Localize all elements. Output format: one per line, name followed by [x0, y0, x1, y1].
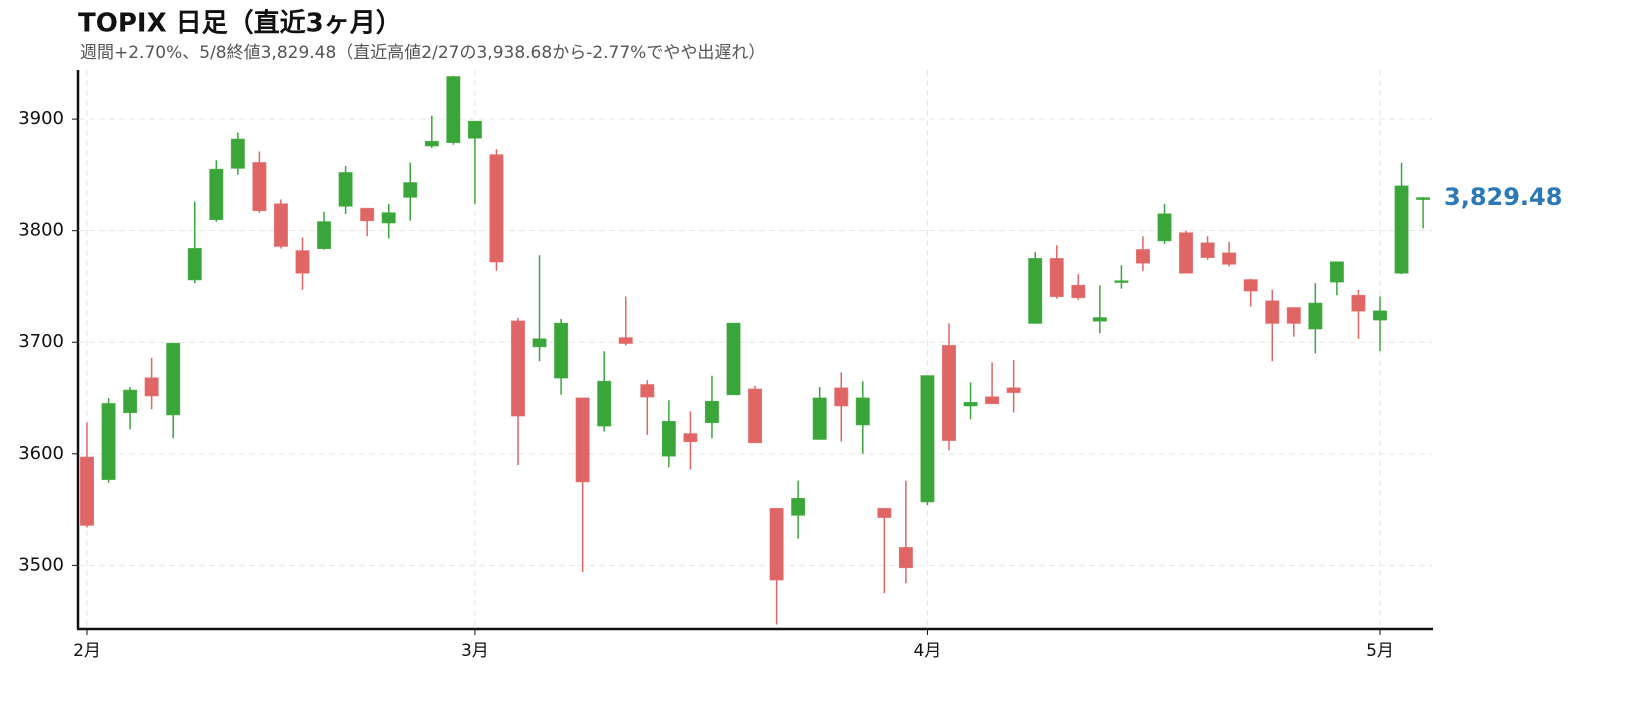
candle-body	[1114, 280, 1129, 283]
candle-body	[1135, 249, 1150, 264]
candle-body	[187, 248, 202, 281]
candle-body	[144, 377, 159, 397]
candle-body	[942, 345, 956, 441]
candle-body	[704, 400, 719, 424]
candle-body	[554, 322, 569, 379]
chart-subtitle: 週間+2.70%、5/8終値3,829.48（直近高値2/27の3,938.68…	[80, 43, 765, 63]
chart-title: TOPIX 日足（直近3ヶ月）	[78, 9, 402, 39]
x-tick-label: 2月	[73, 641, 101, 661]
candle-body	[273, 203, 288, 247]
candle-body	[1179, 232, 1194, 274]
candle-body	[834, 387, 849, 407]
candle-body	[575, 397, 590, 483]
candle-body	[1006, 387, 1021, 393]
candle-body	[1351, 294, 1366, 312]
candle-body	[1394, 185, 1409, 274]
candle-body	[123, 389, 138, 414]
candle-body	[381, 212, 396, 224]
candle-body	[791, 497, 806, 516]
candle-body	[338, 172, 353, 207]
candle-body	[1049, 258, 1064, 298]
candle-body	[1329, 261, 1344, 283]
candle-body	[963, 401, 978, 407]
candle-body	[403, 182, 418, 198]
candle-body	[769, 507, 784, 581]
candle-body	[1028, 258, 1043, 324]
candle-body	[1265, 300, 1280, 324]
candle-body	[1243, 279, 1258, 292]
x-tick-label: 4月	[914, 641, 942, 661]
candle-body	[1416, 197, 1431, 200]
y-tick-label: 3600	[18, 443, 64, 464]
candle-body	[511, 320, 525, 417]
candle-body	[640, 384, 655, 398]
candle-body	[360, 207, 375, 222]
candle-body	[1092, 317, 1107, 322]
candle-body	[661, 420, 676, 457]
candle-body	[1222, 252, 1237, 265]
candle-body	[597, 380, 612, 427]
candle-body	[166, 342, 181, 416]
y-tick-label: 3800	[18, 220, 64, 241]
candle-body	[295, 250, 310, 274]
candle-body	[446, 76, 461, 144]
candle-body	[920, 375, 935, 503]
last-close-label: 3,829.48	[1444, 183, 1562, 211]
candle-body	[877, 507, 892, 518]
candle-body	[230, 138, 245, 169]
y-tick-label: 3900	[18, 108, 64, 129]
candle-body	[726, 322, 741, 396]
candle-body	[80, 456, 94, 526]
candle-body	[855, 397, 870, 426]
candle-body	[1071, 284, 1086, 299]
candle-body	[467, 120, 482, 139]
candle-body	[317, 221, 332, 250]
candle-body	[1373, 310, 1387, 321]
candle-body	[618, 337, 633, 344]
candle-body	[898, 547, 913, 569]
candle-body	[489, 154, 504, 263]
y-tick-label: 3500	[18, 554, 64, 575]
candle-body	[252, 162, 267, 212]
x-tick-label: 3月	[461, 641, 489, 661]
candle-body	[1200, 242, 1215, 258]
candle-body	[424, 140, 439, 147]
candle-body	[532, 338, 547, 348]
candle-body	[985, 396, 1000, 405]
candle-body	[1308, 302, 1323, 330]
candle-body	[1157, 213, 1172, 242]
candle-body	[209, 168, 224, 221]
candle-body	[748, 388, 763, 444]
candle-body	[101, 403, 116, 480]
x-tick-label: 5月	[1366, 641, 1394, 661]
candle-body	[683, 433, 698, 443]
candle-body	[1286, 307, 1301, 324]
candle-body	[812, 397, 827, 440]
y-tick-label: 3700	[18, 331, 64, 352]
